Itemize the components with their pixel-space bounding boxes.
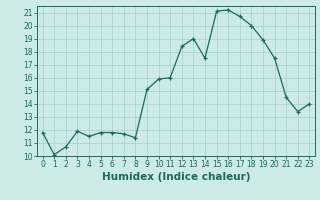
X-axis label: Humidex (Indice chaleur): Humidex (Indice chaleur) [102, 172, 250, 182]
